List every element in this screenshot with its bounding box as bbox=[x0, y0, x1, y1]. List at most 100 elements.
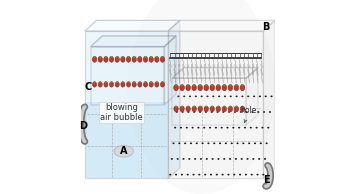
Polygon shape bbox=[91, 47, 164, 105]
Ellipse shape bbox=[121, 82, 125, 87]
Ellipse shape bbox=[218, 158, 220, 160]
Ellipse shape bbox=[121, 56, 125, 62]
Ellipse shape bbox=[211, 158, 214, 160]
Ellipse shape bbox=[245, 174, 247, 175]
Ellipse shape bbox=[223, 158, 225, 160]
Ellipse shape bbox=[206, 95, 209, 97]
Ellipse shape bbox=[189, 95, 191, 97]
Ellipse shape bbox=[240, 111, 242, 113]
Ellipse shape bbox=[216, 111, 219, 113]
Ellipse shape bbox=[93, 82, 96, 87]
Ellipse shape bbox=[176, 111, 178, 113]
Ellipse shape bbox=[99, 81, 101, 83]
Ellipse shape bbox=[253, 95, 255, 97]
Ellipse shape bbox=[98, 56, 103, 62]
Ellipse shape bbox=[104, 56, 108, 62]
Ellipse shape bbox=[174, 127, 176, 129]
Ellipse shape bbox=[221, 174, 224, 175]
Ellipse shape bbox=[226, 127, 229, 129]
Ellipse shape bbox=[110, 81, 112, 83]
Ellipse shape bbox=[198, 85, 203, 91]
Ellipse shape bbox=[241, 95, 244, 97]
Ellipse shape bbox=[190, 142, 192, 144]
Ellipse shape bbox=[181, 84, 183, 86]
Ellipse shape bbox=[178, 142, 180, 144]
Ellipse shape bbox=[127, 56, 130, 58]
Ellipse shape bbox=[133, 56, 135, 58]
Ellipse shape bbox=[105, 81, 107, 83]
Ellipse shape bbox=[209, 127, 211, 129]
Polygon shape bbox=[168, 20, 180, 178]
Ellipse shape bbox=[266, 142, 268, 144]
Ellipse shape bbox=[240, 85, 245, 91]
Ellipse shape bbox=[155, 82, 159, 87]
Ellipse shape bbox=[183, 95, 185, 97]
Ellipse shape bbox=[234, 106, 239, 112]
Ellipse shape bbox=[169, 174, 171, 175]
Ellipse shape bbox=[212, 95, 214, 97]
Ellipse shape bbox=[93, 56, 96, 58]
Ellipse shape bbox=[236, 95, 238, 97]
Ellipse shape bbox=[187, 174, 189, 175]
Ellipse shape bbox=[215, 127, 217, 129]
Ellipse shape bbox=[235, 84, 238, 86]
Ellipse shape bbox=[210, 85, 215, 91]
Ellipse shape bbox=[199, 84, 201, 86]
Ellipse shape bbox=[204, 85, 209, 91]
Polygon shape bbox=[172, 78, 246, 125]
Ellipse shape bbox=[228, 85, 233, 91]
Ellipse shape bbox=[175, 106, 177, 107]
Ellipse shape bbox=[271, 95, 273, 97]
Ellipse shape bbox=[199, 106, 201, 107]
Ellipse shape bbox=[219, 142, 221, 144]
Ellipse shape bbox=[211, 106, 214, 107]
Ellipse shape bbox=[246, 111, 248, 113]
Ellipse shape bbox=[227, 174, 230, 175]
Ellipse shape bbox=[193, 84, 195, 86]
Ellipse shape bbox=[177, 158, 179, 160]
Polygon shape bbox=[172, 68, 258, 78]
Ellipse shape bbox=[222, 111, 224, 113]
Ellipse shape bbox=[205, 111, 207, 113]
Ellipse shape bbox=[193, 106, 195, 107]
Ellipse shape bbox=[230, 95, 232, 97]
Ellipse shape bbox=[182, 158, 184, 160]
Ellipse shape bbox=[175, 174, 177, 175]
Ellipse shape bbox=[229, 84, 232, 86]
Ellipse shape bbox=[187, 106, 189, 107]
Ellipse shape bbox=[181, 174, 183, 175]
Ellipse shape bbox=[229, 158, 231, 160]
Ellipse shape bbox=[234, 111, 236, 113]
Ellipse shape bbox=[175, 84, 177, 86]
Ellipse shape bbox=[132, 56, 136, 62]
Ellipse shape bbox=[251, 174, 253, 175]
Ellipse shape bbox=[177, 95, 179, 97]
Text: blowing
air bubble: blowing air bubble bbox=[100, 103, 143, 122]
Ellipse shape bbox=[201, 142, 204, 144]
Ellipse shape bbox=[99, 56, 101, 58]
Ellipse shape bbox=[192, 85, 197, 91]
Ellipse shape bbox=[205, 106, 208, 107]
Ellipse shape bbox=[210, 106, 214, 112]
Polygon shape bbox=[85, 20, 180, 31]
Ellipse shape bbox=[196, 142, 198, 144]
Polygon shape bbox=[85, 31, 168, 178]
Ellipse shape bbox=[197, 127, 199, 129]
Ellipse shape bbox=[198, 174, 200, 175]
Ellipse shape bbox=[247, 95, 249, 97]
Ellipse shape bbox=[104, 82, 108, 87]
Ellipse shape bbox=[244, 127, 246, 129]
Ellipse shape bbox=[138, 56, 142, 62]
Ellipse shape bbox=[211, 84, 214, 86]
Ellipse shape bbox=[115, 56, 119, 62]
Polygon shape bbox=[246, 68, 258, 125]
Ellipse shape bbox=[269, 111, 271, 113]
Ellipse shape bbox=[221, 127, 223, 129]
Ellipse shape bbox=[171, 158, 173, 160]
Ellipse shape bbox=[161, 82, 164, 87]
Ellipse shape bbox=[150, 81, 152, 83]
Ellipse shape bbox=[195, 95, 197, 97]
Ellipse shape bbox=[161, 56, 164, 58]
Text: hole: hole bbox=[241, 106, 257, 123]
Ellipse shape bbox=[231, 142, 233, 144]
